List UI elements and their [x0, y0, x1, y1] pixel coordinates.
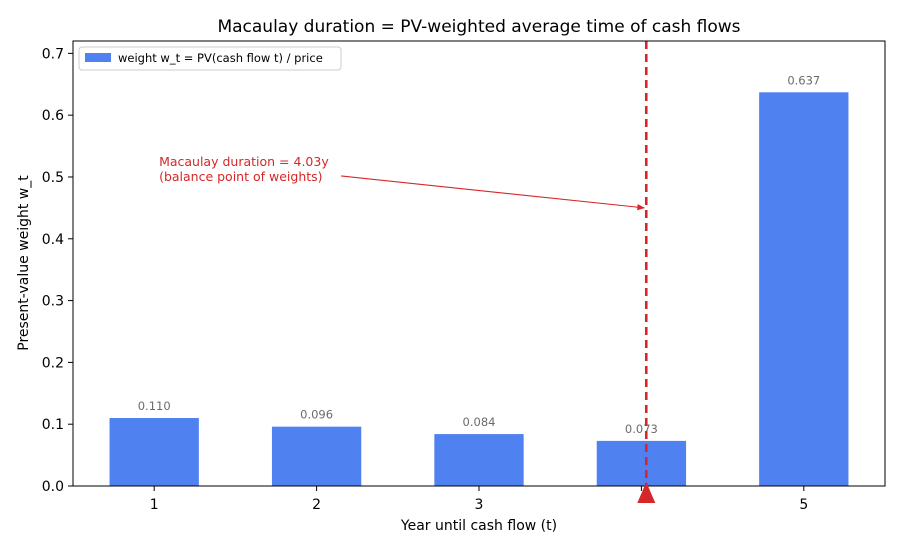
x-tick-label: 5	[799, 497, 808, 513]
annotation-arrow	[341, 175, 646, 211]
annotation-text: Macaulay duration = 4.03y (balance point…	[159, 154, 333, 184]
legend-entry: weight w_t = PV(cash flow t) / price	[118, 51, 323, 65]
bar-value-label: 0.073	[625, 422, 658, 436]
bar-value-label: 0.637	[787, 73, 820, 87]
y-axis-label: Present-value weight w_t	[16, 175, 32, 351]
x-axis-ticks: 1 2 3 5	[150, 486, 808, 513]
x-axis-label: Year until cash flow (t)	[400, 518, 557, 534]
y-tick-label: 0.6	[42, 108, 64, 124]
y-tick-label: 0.2	[42, 355, 64, 371]
bars	[109, 92, 849, 486]
bar	[759, 92, 849, 486]
y-tick-label: 0.5	[42, 170, 64, 186]
bar-value-labels: 0.110 0.096 0.084 0.073 0.637	[138, 73, 821, 436]
bar	[271, 426, 362, 486]
bar	[596, 440, 687, 486]
plot-background	[73, 41, 885, 486]
plot-area	[73, 41, 885, 486]
x-tick-label: 2	[312, 497, 321, 513]
annotation-line-1: Macaulay duration = 4.03y	[159, 154, 329, 169]
y-tick-label: 0.4	[42, 232, 64, 248]
x-tick-label: 1	[150, 497, 159, 513]
y-axis-ticks: 0.0 0.1 0.2 0.3 0.4 0.5 0.6 0.7	[42, 46, 73, 495]
annotation: Macaulay duration = 4.03y (balance point…	[159, 154, 646, 211]
y-tick-label: 0.3	[42, 294, 64, 310]
duration-marker	[637, 482, 656, 503]
legend-swatch	[85, 53, 111, 62]
annotation-line-2: (balance point of weights)	[159, 169, 322, 184]
y-tick-label: 0.1	[42, 417, 64, 433]
bar	[434, 434, 524, 486]
bar-value-label: 0.110	[138, 399, 171, 413]
bar	[109, 418, 199, 486]
legend-frame	[78, 46, 342, 71]
y-tick-label: 0.7	[42, 46, 64, 62]
x-tick-label: 3	[475, 497, 484, 513]
chart-title: Macaulay duration = PV-weighted average …	[217, 17, 740, 37]
bar-value-label: 0.084	[463, 415, 496, 429]
bar-value-label: 0.096	[300, 408, 333, 422]
legend: weight w_t = PV(cash flow t) / price	[78, 46, 342, 71]
y-tick-label: 0.0	[42, 479, 64, 495]
